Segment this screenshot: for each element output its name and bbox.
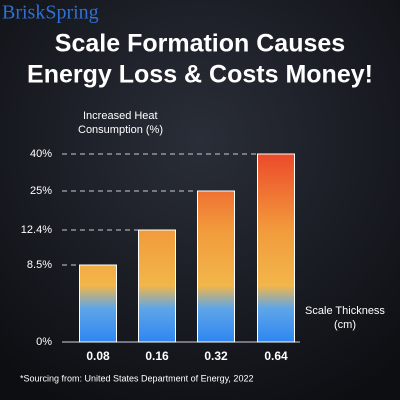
y-tick-label: 0% bbox=[36, 336, 52, 348]
y-axis-label: Increased Heat bbox=[83, 110, 158, 122]
x-tick-label: 0.64 bbox=[264, 349, 288, 363]
chart-title: Scale Formation Causes bbox=[55, 30, 345, 58]
source-note: *Sourcing from: United States Department… bbox=[20, 373, 253, 383]
x-tick-label: 0.32 bbox=[204, 349, 228, 363]
x-tick-label: 0.16 bbox=[145, 349, 169, 363]
x-tick-label: 0.08 bbox=[86, 349, 110, 363]
chart-title: Energy Loss & Costs Money! bbox=[27, 61, 373, 89]
y-tick-label: 40% bbox=[30, 148, 52, 160]
x-axis-label: (cm) bbox=[334, 319, 356, 331]
bar bbox=[79, 264, 117, 343]
watermark: BriskSpring bbox=[2, 2, 99, 24]
bar bbox=[257, 153, 295, 343]
x-axis-label: Scale Thickness bbox=[305, 305, 385, 317]
y-tick-label: 25% bbox=[30, 185, 52, 197]
y-tick-label: 12.4% bbox=[21, 224, 52, 236]
bar bbox=[138, 229, 176, 343]
y-axis-label: Consumption (%) bbox=[78, 124, 163, 136]
bar bbox=[197, 190, 235, 343]
y-tick-label: 8.5% bbox=[27, 259, 52, 271]
